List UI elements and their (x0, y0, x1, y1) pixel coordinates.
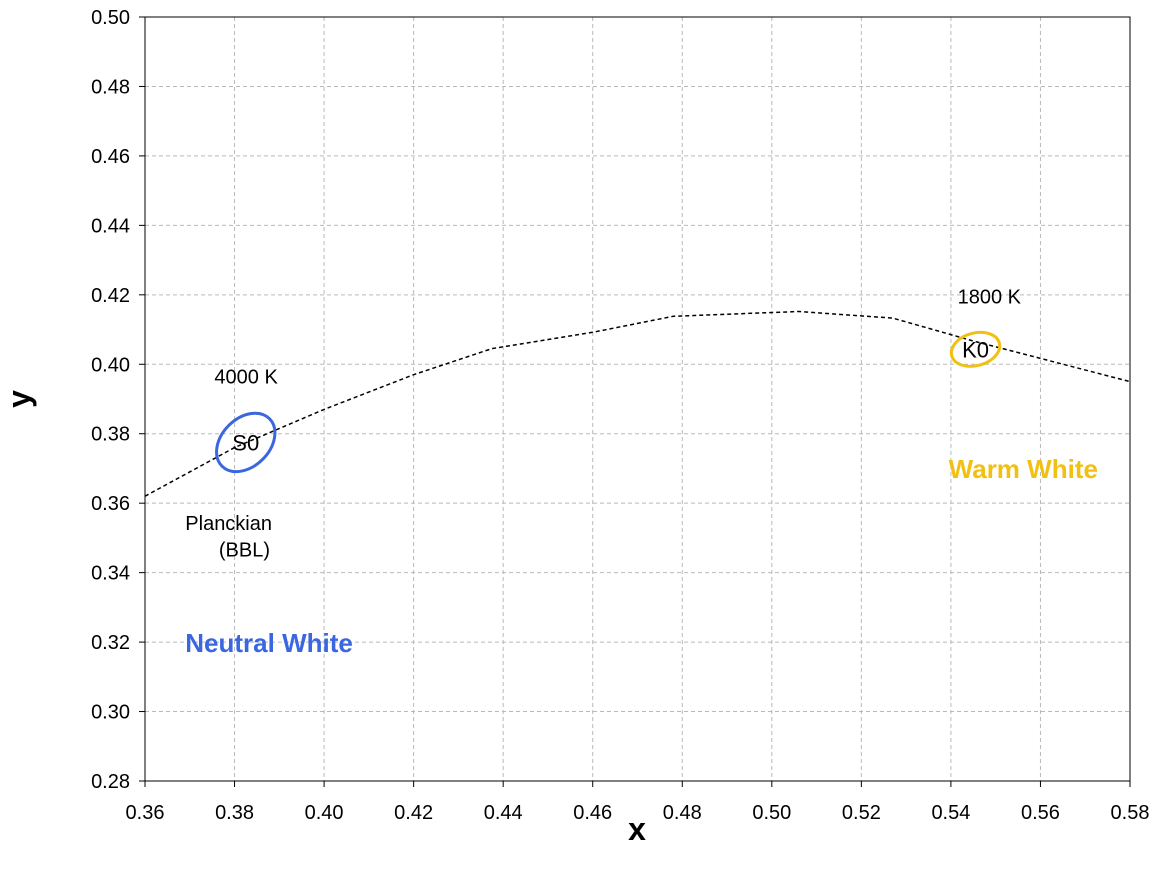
tolerance-ellipse-s0 (215, 411, 277, 474)
x-tick-label: 0.58 (1111, 802, 1150, 824)
annotation-bbl: (BBL) (219, 539, 270, 561)
y-tick-label: 0.30 (91, 702, 130, 724)
x-tick-label: 0.36 (126, 802, 165, 824)
y-tick-label: 0.46 (91, 146, 130, 168)
x-tick-label: 0.44 (484, 802, 523, 824)
y-tick-label: 0.36 (91, 493, 130, 515)
y-tick-label: 0.40 (91, 354, 130, 376)
x-tick-label: 0.52 (842, 802, 881, 824)
y-tick-label: 0.28 (91, 771, 130, 793)
x-tick-label: 0.56 (1021, 802, 1060, 824)
x-tick-label: 0.40 (305, 802, 344, 824)
y-tick-label: 0.42 (91, 285, 130, 307)
tick-labels: 0.36 0.38 0.40 0.42 0.44 0.46 0.48 0.50 0.52 0.54… (91, 7, 1149, 824)
x-tick-label: 0.42 (394, 802, 433, 824)
annotation-neutral-white: Neutral White (185, 628, 353, 658)
annotation-planckian: Planckian (185, 513, 272, 535)
series-layer (144, 310, 1131, 497)
annotation-1800-k: 1800 K (958, 287, 1022, 309)
y-axis-title: y (1, 390, 37, 408)
planckian-locus-line (144, 310, 1131, 497)
y-tick-label: 0.34 (91, 563, 130, 585)
y-tick-label: 0.38 (91, 424, 130, 446)
ellipse-label-k0: K0 (962, 337, 989, 362)
ellipse-label-s0: S0 (232, 430, 259, 455)
x-tick-label: 0.48 (663, 802, 702, 824)
tolerance-ellipse-k0 (949, 330, 1002, 368)
y-tick-label: 0.44 (91, 215, 130, 237)
x-tick-label: 0.50 (752, 802, 791, 824)
plot-area-frame (144, 16, 1131, 782)
annotation-warm-white: Warm White (949, 454, 1098, 484)
x-axis-title: x (628, 811, 646, 847)
annotation-4000-k: 4000 K (214, 366, 278, 388)
annotations: 4000 K 1800 K Planckian (BBL) Neutral White W… (185, 287, 1098, 658)
ellipse-layer: S0 K0 (215, 330, 1002, 474)
y-tick-label: 0.50 (91, 7, 130, 29)
y-tick-label: 0.48 (91, 76, 130, 98)
x-tick-label: 0.46 (573, 802, 612, 824)
x-tick-label: 0.38 (215, 802, 254, 824)
grid-layer (145, 17, 1130, 781)
x-tick-label: 0.54 (931, 802, 970, 824)
y-tick-label: 0.32 (91, 632, 130, 654)
